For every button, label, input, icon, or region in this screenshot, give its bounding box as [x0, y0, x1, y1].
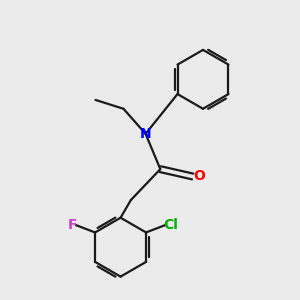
- Text: Cl: Cl: [164, 218, 178, 232]
- Text: F: F: [68, 218, 77, 232]
- Text: N: N: [140, 127, 152, 141]
- Text: O: O: [193, 169, 205, 184]
